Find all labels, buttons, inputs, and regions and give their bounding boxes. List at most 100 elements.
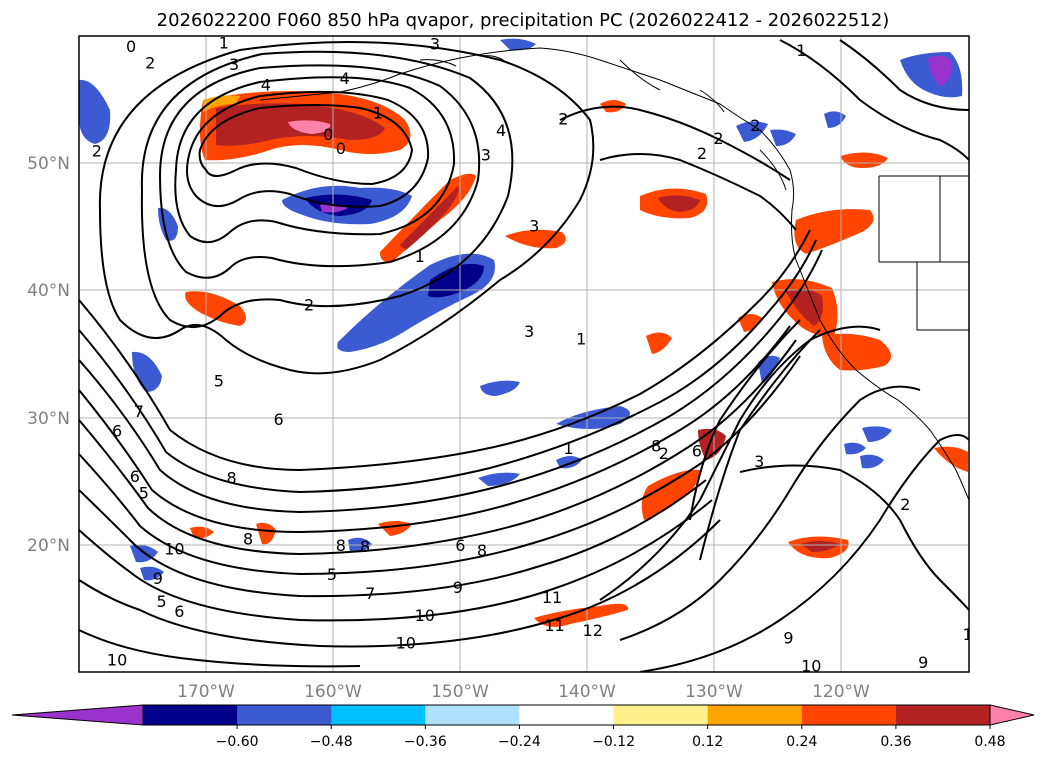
contour-label: 9: [453, 578, 463, 597]
precip-negative-area: [862, 426, 892, 442]
contour-label: 10: [164, 540, 184, 559]
contour-label: 2: [697, 144, 707, 163]
contour-label: 8: [227, 468, 237, 487]
contour-label: 6: [455, 536, 465, 555]
contour-label: 6: [112, 421, 122, 440]
colorbar-segment: [331, 705, 426, 725]
contour-label: 11: [544, 616, 564, 635]
contour-label: 10: [963, 625, 983, 644]
precip-negative-area: [79, 79, 111, 144]
lon-label: 130°W: [685, 682, 743, 702]
precip-positive-area: [190, 526, 214, 539]
precip-positive-area: [534, 603, 629, 627]
precip-positive-area: [185, 291, 246, 326]
contour-label: 1: [373, 103, 383, 122]
precip-negative-area: [428, 263, 484, 298]
contour-label: 2: [558, 110, 568, 129]
contour-label: 7: [134, 402, 144, 421]
colorbar-segment: [707, 705, 803, 725]
contour-label: 7: [365, 584, 375, 603]
lat-label: 50°N: [27, 154, 70, 174]
gridlines: [79, 36, 969, 672]
contour-label: 3: [430, 35, 440, 54]
colorbar-extend-low: [11, 704, 144, 726]
contour-label: 3: [529, 217, 539, 236]
contour-label: 4: [261, 75, 271, 94]
contour-label: 10: [107, 650, 127, 669]
colorbar-segment: [613, 705, 709, 725]
contour-label: 5: [139, 484, 149, 503]
contour-label: 3: [229, 55, 239, 74]
colorbar-segment: [143, 705, 238, 725]
contour-label: 0: [989, 103, 999, 122]
contour-label: 1: [576, 330, 586, 349]
contour-label: 2: [92, 142, 102, 161]
precip-positive-area: [658, 195, 700, 212]
contour-label: 6: [274, 410, 284, 429]
contour-label: 9: [918, 653, 928, 672]
contour-label: 10: [801, 657, 821, 676]
precip-negative-area: [928, 55, 952, 86]
lon-axis: 170°W 160°W 150°W 140°W 130°W 120°W: [177, 682, 870, 702]
precip-negative-area: [758, 355, 780, 384]
contour-label: 8: [360, 537, 370, 556]
precip-positive-area: [840, 152, 888, 168]
qvapor-contours: [79, 39, 969, 672]
contour-label: 11: [972, 636, 992, 655]
coastlines: [259, 47, 969, 501]
lon-label: 120°W: [812, 682, 870, 702]
contour-label: 4: [340, 69, 350, 88]
precip-positive-area: [288, 120, 331, 134]
colorbar-segment: [425, 705, 520, 725]
colorbar-segment: [237, 705, 332, 725]
precip-negative-area: [736, 121, 768, 142]
contour-label: 5: [157, 592, 167, 611]
precip-negative-area: [500, 38, 536, 51]
precip-negative-area: [478, 472, 520, 486]
contour-label: 6: [692, 442, 702, 461]
colorbar-segment: [895, 705, 991, 725]
contour-label: 9: [783, 629, 793, 648]
precip-negative-area: [140, 566, 164, 581]
precip-negative-area: [480, 380, 520, 396]
contour-label: 1: [796, 41, 806, 60]
colorbar-tick-label: −0.24: [498, 734, 541, 750]
precip-positive-area: [646, 332, 672, 354]
contour-label: 0: [323, 125, 333, 144]
precip-negative-area: [860, 454, 884, 469]
contour-label: 10: [415, 606, 435, 625]
colorbar-outline: [142, 704, 991, 726]
colorbar-tick-label: 0.12: [692, 734, 723, 750]
contour-label: 2: [659, 444, 669, 463]
precip-positive-area: [738, 314, 762, 332]
colorbar-segment: [801, 705, 897, 725]
colorbar-tick-label: 0.36: [880, 734, 911, 750]
lon-label: 140°W: [558, 682, 616, 702]
colorbar-tick-label: −0.36: [404, 734, 447, 750]
contour-label: 2: [145, 54, 155, 73]
contour-label: 2: [750, 116, 760, 135]
contour-label: 2: [900, 495, 910, 514]
contour-label: 3: [481, 145, 491, 164]
precip-positive-area: [203, 95, 240, 112]
precip-positive-area: [800, 541, 840, 552]
contour-label: 1: [219, 33, 229, 52]
lat-label: 30°N: [27, 409, 70, 429]
contour-label: 8: [477, 541, 487, 560]
lon-label: 160°W: [304, 682, 362, 702]
contour-label: 8: [243, 529, 253, 548]
precip-positive-area: [641, 469, 700, 520]
contour-label: 12: [583, 621, 603, 640]
contour-label: 1: [563, 439, 573, 458]
contour-label: 2: [713, 129, 723, 148]
colorbar: −0.60 −0.48 −0.36 −0.24 −0.12 0.12 0.24 0.36 0.4…: [11, 704, 1035, 750]
precip-positive-area: [934, 446, 968, 472]
precip-positive-area: [822, 333, 892, 371]
contour-label: 0: [336, 139, 346, 158]
colorbar-tick-label: −0.48: [310, 734, 353, 750]
precip-positive-area: [256, 522, 276, 545]
contour-label: 4: [496, 121, 506, 140]
precip-positive-area: [505, 229, 566, 249]
colorbar-segment: [519, 705, 614, 725]
